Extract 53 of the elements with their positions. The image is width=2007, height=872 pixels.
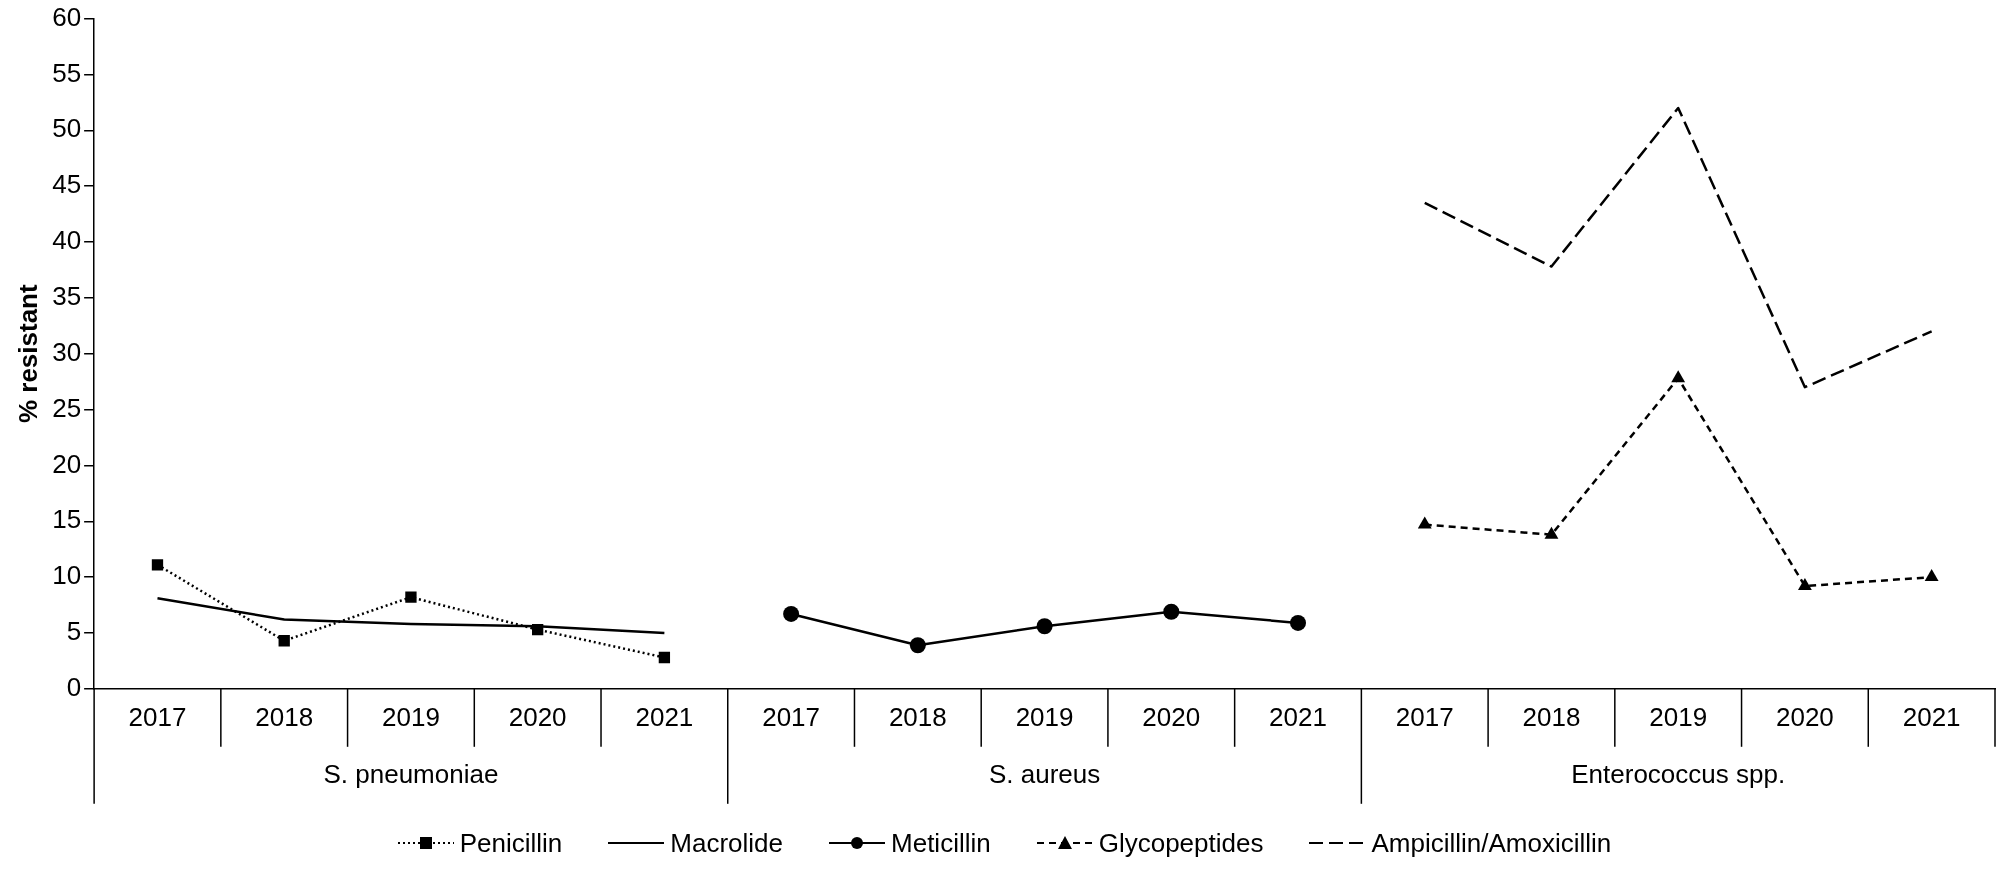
point <box>1671 370 1686 383</box>
legend-label: Penicillin <box>459 827 563 859</box>
point <box>405 591 417 603</box>
legend-label: Meticillin <box>891 827 991 859</box>
y-tick-label: 45 <box>52 169 82 200</box>
line-series <box>1423 106 1933 389</box>
y-tick-label: 0 <box>66 671 82 702</box>
point <box>1290 614 1307 631</box>
x-tick-label: 2020 <box>1142 701 1201 732</box>
point <box>151 559 164 571</box>
x-tick-label: 2021 <box>1902 701 1961 732</box>
x-tick-label: 2020 <box>1775 701 1834 732</box>
x-tick-label: 2018 <box>255 701 314 732</box>
y-axis-title: % resistant <box>12 284 43 424</box>
text: S. pneumoniae <box>323 758 499 789</box>
point <box>658 651 671 664</box>
x-tick-label: 2021 <box>1269 701 1327 732</box>
x-tick-label: 2021 <box>635 701 694 732</box>
point <box>1797 578 1812 591</box>
x-tick-label: 2019 <box>1015 701 1074 732</box>
point <box>783 605 800 622</box>
legend-label: Macrolide <box>670 827 784 859</box>
x-tick-label: 2019 <box>382 701 440 732</box>
y-tick-label: 55 <box>52 57 82 88</box>
y-tick-label: 30 <box>52 336 82 367</box>
point <box>1924 569 1939 582</box>
x-tick-label: 2020 <box>508 701 567 732</box>
legend-label: Ampicillin/Amoxicillin <box>1371 827 1612 859</box>
y-tick-label: 20 <box>52 448 82 479</box>
point <box>1417 516 1432 529</box>
point <box>532 623 544 636</box>
point <box>1544 526 1559 539</box>
y-tick-label: 10 <box>52 560 82 591</box>
text: Enterococcus spp. <box>1571 758 1786 789</box>
x-tick-label: 2017 <box>1395 701 1454 732</box>
x-tick-label: 2018 <box>1522 701 1581 732</box>
x-tick-label: 2017 <box>762 701 821 732</box>
x-tick-label: 2017 <box>128 701 187 732</box>
y-tick-label: 5 <box>66 616 82 647</box>
y-tick-label: 60 <box>52 1 82 32</box>
y-tick-label: 25 <box>52 392 82 423</box>
point <box>278 635 290 647</box>
text: S. aureus <box>988 758 1101 789</box>
y-tick-label: 15 <box>52 504 82 535</box>
y-tick-label: 35 <box>52 281 82 312</box>
y-tick-label: 50 <box>52 113 82 144</box>
y-tick-label: 40 <box>52 225 82 256</box>
x-tick-label: 2018 <box>888 701 947 732</box>
point <box>909 637 926 654</box>
x-tick-label: 2019 <box>1649 701 1708 732</box>
legend-label: Glycopeptides <box>1098 827 1264 859</box>
point <box>1163 603 1180 620</box>
point <box>1036 618 1053 635</box>
